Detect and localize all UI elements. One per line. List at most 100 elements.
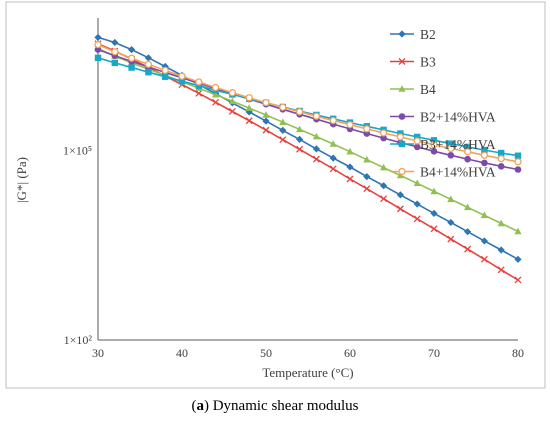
data-point-b4-14-hva <box>127 54 136 62</box>
data-point-b3 <box>195 89 203 97</box>
legend-marker-b2 <box>398 30 406 38</box>
x-tick-label: 30 <box>92 346 104 360</box>
data-point-b3-14-hva <box>464 143 471 151</box>
data-point-b2 <box>413 200 421 208</box>
data-point-b3-14-hva <box>145 68 152 76</box>
data-point-b3-14-hva <box>111 59 118 67</box>
legend-entry-b2-14-hva: B2+14%HVA <box>390 110 496 125</box>
data-point-b3 <box>464 245 472 253</box>
series-layer <box>94 33 522 284</box>
legend: B2 B3 B4 B2+14%HVA B3+14%HVA B4+14%HVA <box>390 27 496 180</box>
data-point-b4 <box>464 203 472 211</box>
data-point-b4-14-hva <box>94 40 102 49</box>
data-point-b2-14-hva <box>447 151 455 159</box>
data-point-b2 <box>296 135 304 143</box>
data-point-b3 <box>279 136 287 144</box>
data-point-b4 <box>245 104 253 111</box>
data-point-b2 <box>396 191 404 199</box>
data-point-b3 <box>430 225 438 233</box>
legend-marker-b4 <box>398 85 406 92</box>
data-point-b4-14-hva <box>447 144 455 153</box>
data-point-b3-14-hva <box>94 54 102 62</box>
data-point-b4-14-hva <box>161 66 169 75</box>
data-point-b2-14-hva <box>430 148 438 155</box>
data-point-b3 <box>447 235 455 243</box>
data-point-b4-14-hva <box>480 151 489 159</box>
data-point-b4 <box>228 97 236 105</box>
y-axis-label: |G*| (Pa) <box>14 157 29 203</box>
legend-marker-b2-14-hva <box>398 113 406 120</box>
data-point-b3 <box>228 108 236 115</box>
data-point-b4-14-hva <box>514 158 522 166</box>
legend-entry-b3: B3 <box>390 55 436 70</box>
data-point-b2 <box>128 46 136 54</box>
data-point-b3 <box>212 98 220 106</box>
data-point-b4-14-hva <box>497 154 505 163</box>
data-point-b4-14-hva <box>262 98 270 107</box>
x-tick-label: 50 <box>260 346 272 360</box>
legend-marker-b3-14-hva <box>398 140 406 148</box>
data-point-b4 <box>514 227 522 235</box>
data-point-b2-14-hva <box>413 143 421 151</box>
series-b4-14-hva <box>94 40 522 166</box>
data-point-b4 <box>497 219 505 227</box>
data-point-b4-14-hva <box>379 129 388 137</box>
legend-label-b2: B2 <box>420 27 436 42</box>
data-point-b4 <box>312 132 320 140</box>
data-point-b4-14-hva <box>312 112 321 120</box>
data-point-b4 <box>413 179 421 187</box>
x-tick-label: 70 <box>428 346 440 360</box>
data-point-b3 <box>245 117 253 125</box>
data-point-b3-14-hva <box>498 149 505 157</box>
data-point-b2-14-hva <box>464 155 471 163</box>
data-point-b3 <box>296 145 304 153</box>
data-point-b3 <box>329 165 337 173</box>
data-point-b4 <box>430 187 438 195</box>
legend-marker-b3 <box>398 58 406 65</box>
data-point-b4-14-hva <box>463 148 472 156</box>
data-point-b3 <box>262 126 270 134</box>
data-point-b4 <box>279 118 287 125</box>
data-point-b3-14-hva <box>128 64 135 71</box>
data-point-b4-14-hva <box>228 89 237 97</box>
data-point-b3 <box>380 195 388 203</box>
data-point-b2 <box>329 154 337 162</box>
data-point-b3 <box>363 185 371 193</box>
data-point-b3 <box>497 266 505 274</box>
data-point-b3-14-hva <box>195 82 202 89</box>
data-point-b2-14-hva <box>481 159 488 167</box>
data-point-b2 <box>111 38 119 47</box>
x-tick-labels: 30 40 50 60 70 80 <box>92 346 524 360</box>
series-line-b2 <box>97 36 519 260</box>
legend-entry-b3-14-hva: B3+14%HVA <box>390 137 496 152</box>
data-point-b4 <box>396 171 404 179</box>
data-point-b2 <box>380 182 388 190</box>
figure-caption: (a) Dynamic shear modulus <box>191 398 359 414</box>
data-point-b3-14-hva <box>430 137 438 144</box>
data-point-b2 <box>514 255 522 263</box>
data-point-b3 <box>480 255 488 263</box>
data-point-b4 <box>346 147 354 155</box>
data-point-b3 <box>312 155 320 163</box>
data-point-b4 <box>480 211 488 219</box>
data-point-b2 <box>94 33 102 42</box>
legend-label-b3: B3 <box>420 55 436 70</box>
legend-entry-b2: B2 <box>390 27 436 42</box>
data-point-b2-14-hva <box>497 163 505 170</box>
data-point-b4-14-hva <box>430 141 438 149</box>
data-point-b4-14-hva <box>413 137 421 145</box>
data-point-b3 <box>514 276 522 284</box>
data-point-b2 <box>363 173 371 181</box>
data-point-b2 <box>430 209 438 217</box>
data-point-b4-14-hva <box>295 108 304 116</box>
legend-label-b2-14-hva: B2+14%HVA <box>420 110 496 125</box>
x-tick-label: 40 <box>176 346 188 360</box>
data-point-b2 <box>497 246 505 254</box>
data-point-b4-14-hva <box>178 72 186 80</box>
legend-label-b3-14-hva: B3+14%HVA <box>420 137 496 152</box>
caption-text: Dynamic shear modulus <box>212 398 359 414</box>
data-point-b2 <box>279 126 287 134</box>
data-point-b4 <box>380 163 388 171</box>
data-point-b4 <box>296 125 304 133</box>
